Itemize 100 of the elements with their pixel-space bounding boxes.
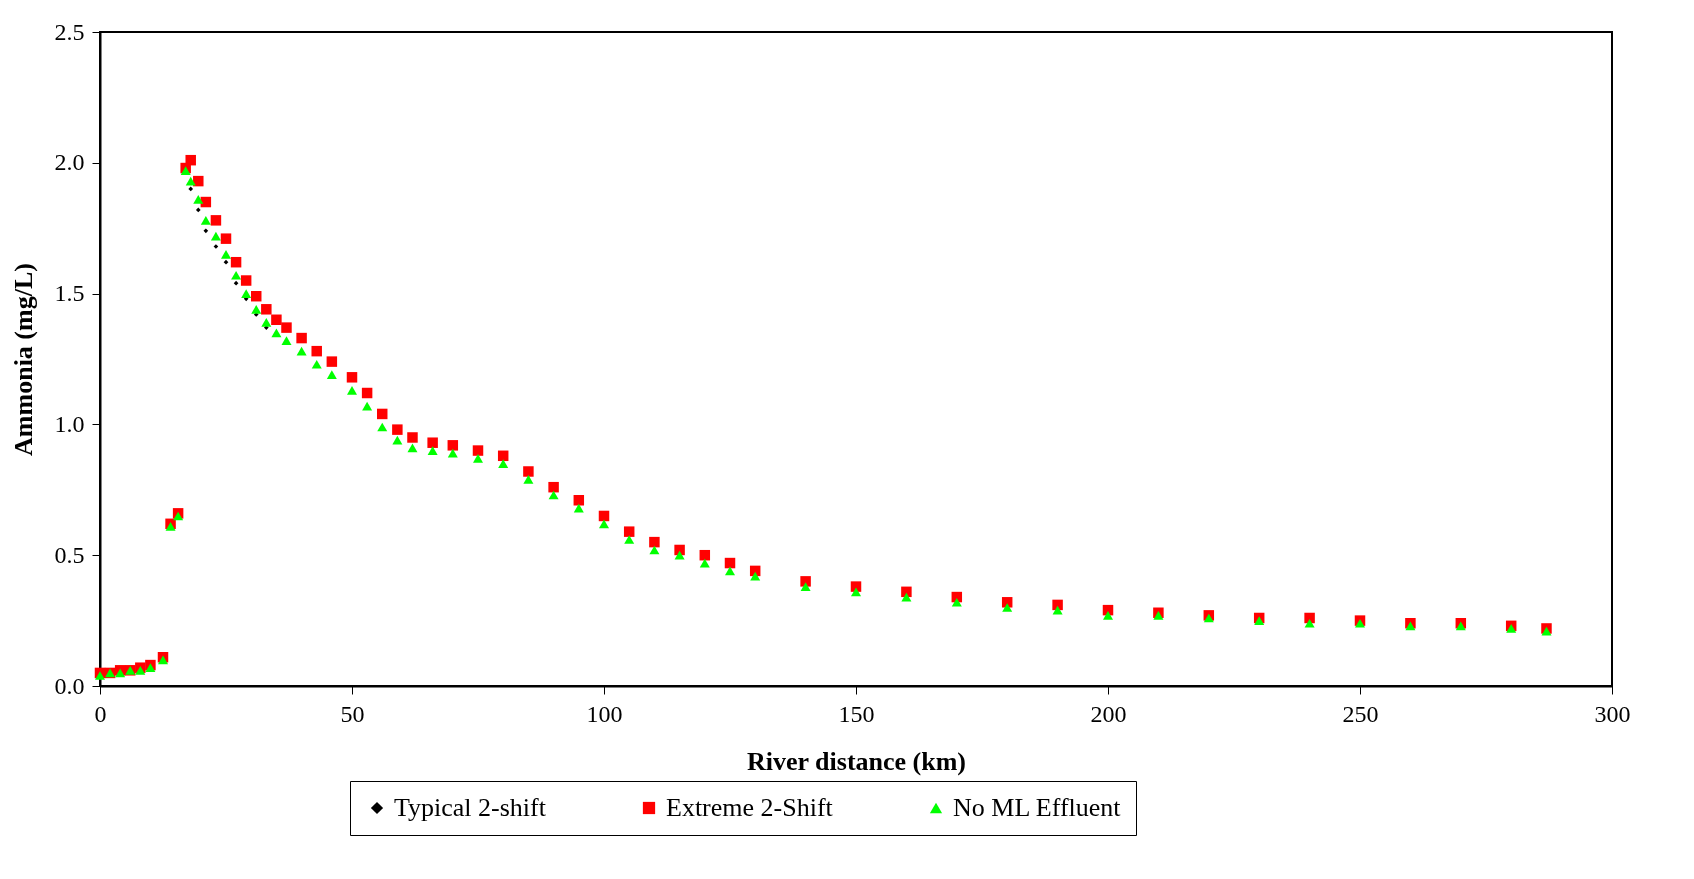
point bbox=[377, 408, 388, 420]
x-tick-label: 150 bbox=[838, 700, 875, 727]
x-tick-label: 250 bbox=[1342, 700, 1379, 727]
point bbox=[281, 322, 292, 333]
point bbox=[193, 195, 204, 204]
point bbox=[901, 586, 912, 598]
point bbox=[361, 387, 373, 399]
point bbox=[95, 671, 105, 680]
point bbox=[407, 432, 418, 443]
point bbox=[311, 359, 322, 369]
y-tick-label: 2.5 bbox=[54, 18, 85, 45]
x-tick-label: 0 bbox=[94, 700, 107, 727]
point bbox=[188, 186, 194, 192]
x-axis-title: River distance (km) bbox=[746, 746, 967, 776]
point bbox=[624, 535, 635, 544]
point bbox=[392, 424, 403, 435]
point bbox=[203, 228, 209, 234]
point bbox=[851, 587, 861, 597]
point bbox=[699, 549, 711, 561]
point bbox=[599, 519, 609, 529]
point bbox=[347, 386, 357, 395]
point bbox=[573, 503, 584, 513]
point bbox=[240, 275, 252, 286]
point bbox=[674, 544, 685, 556]
point bbox=[1304, 612, 1315, 624]
point bbox=[261, 304, 272, 315]
point bbox=[221, 250, 231, 259]
x-tick-label: 50 bbox=[340, 700, 365, 727]
point bbox=[296, 332, 307, 344]
x-tick-label: 100 bbox=[586, 700, 623, 727]
point bbox=[271, 328, 282, 338]
y-tick-label: 0.5 bbox=[54, 541, 85, 568]
point bbox=[241, 289, 252, 298]
point bbox=[951, 597, 962, 607]
point bbox=[901, 592, 912, 602]
x-tick-label: 300 bbox=[1594, 700, 1631, 727]
point bbox=[548, 481, 559, 493]
point bbox=[233, 280, 239, 286]
point bbox=[1052, 599, 1063, 611]
point bbox=[185, 154, 196, 166]
point bbox=[1103, 611, 1113, 620]
point bbox=[447, 448, 458, 458]
point bbox=[750, 571, 761, 581]
point bbox=[649, 545, 660, 555]
y-tick-label: 1.0 bbox=[54, 410, 85, 437]
point bbox=[473, 454, 483, 463]
point bbox=[195, 207, 201, 213]
point bbox=[1002, 603, 1013, 612]
point bbox=[1405, 621, 1416, 631]
legend-label: Typical 2-shift bbox=[394, 793, 547, 822]
point bbox=[296, 346, 307, 356]
point bbox=[231, 270, 242, 280]
point bbox=[427, 446, 438, 455]
point bbox=[271, 314, 282, 325]
point bbox=[548, 490, 559, 500]
point bbox=[362, 401, 373, 411]
point bbox=[392, 435, 403, 445]
point bbox=[346, 372, 358, 383]
y-axis-title: Ammonia (mg/L) bbox=[8, 263, 38, 456]
point bbox=[1506, 624, 1517, 633]
point bbox=[800, 582, 811, 591]
legend-label: Extreme 2-Shift bbox=[666, 793, 834, 822]
point bbox=[326, 356, 338, 367]
point bbox=[180, 166, 191, 175]
point bbox=[223, 259, 229, 265]
point bbox=[523, 475, 534, 484]
point bbox=[725, 566, 735, 576]
point bbox=[1455, 621, 1466, 631]
point bbox=[326, 370, 337, 380]
point bbox=[573, 495, 585, 506]
point bbox=[311, 345, 322, 357]
point bbox=[1153, 611, 1164, 620]
point bbox=[523, 466, 534, 477]
point bbox=[165, 522, 176, 531]
point bbox=[427, 437, 438, 448]
point bbox=[1254, 616, 1265, 625]
y-tick-label: 2.0 bbox=[54, 149, 85, 176]
legend-label: No ML Effluent bbox=[953, 793, 1122, 822]
point bbox=[1052, 605, 1063, 615]
point bbox=[261, 318, 272, 327]
point bbox=[649, 536, 660, 548]
point bbox=[699, 558, 710, 568]
point bbox=[210, 215, 222, 226]
point bbox=[251, 290, 262, 302]
point bbox=[251, 304, 262, 314]
point bbox=[447, 440, 459, 451]
point bbox=[623, 526, 635, 537]
point bbox=[498, 459, 509, 468]
point bbox=[407, 443, 418, 453]
point bbox=[220, 233, 232, 244]
point bbox=[210, 231, 221, 241]
point bbox=[230, 256, 242, 268]
point bbox=[1304, 618, 1315, 628]
point bbox=[674, 550, 685, 560]
x-tick-label: 200 bbox=[1090, 700, 1127, 727]
y-tick-label: 1.5 bbox=[54, 280, 85, 307]
y-tick-label: 0.0 bbox=[54, 672, 85, 699]
point bbox=[472, 445, 484, 456]
point bbox=[200, 216, 211, 225]
point bbox=[193, 175, 204, 187]
